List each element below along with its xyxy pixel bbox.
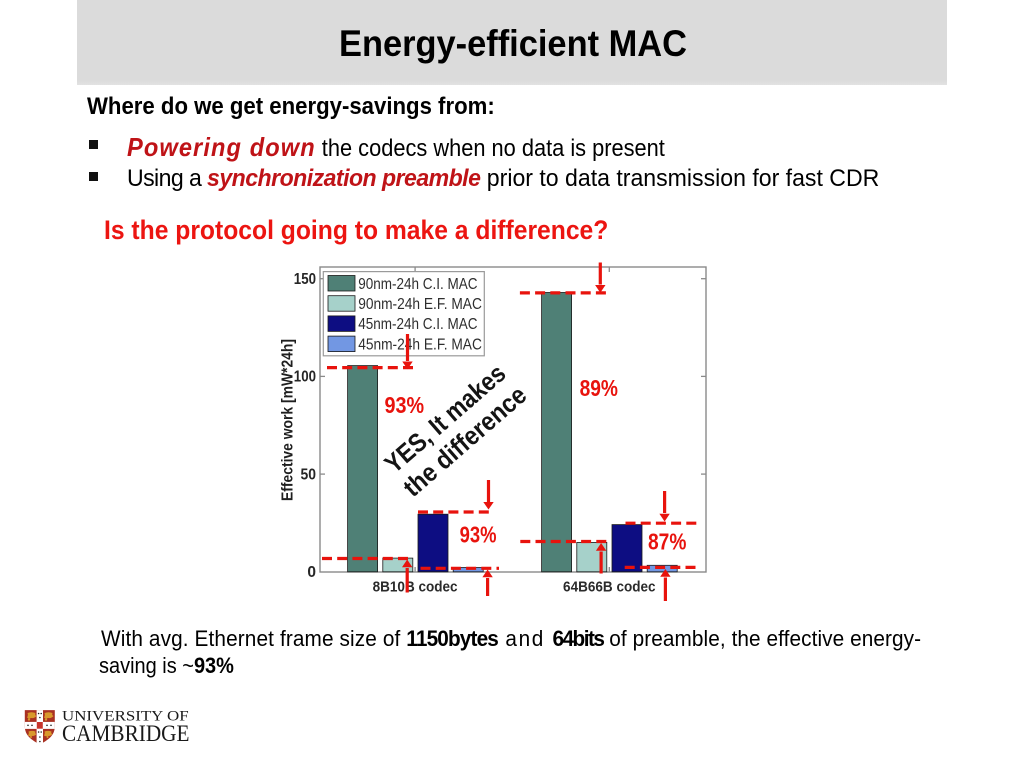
svg-text:87%: 87%	[648, 529, 686, 555]
svg-text:64B66B codec: 64B66B codec	[563, 580, 656, 596]
svg-text:89%: 89%	[580, 375, 618, 401]
svg-text:45nm-24h E.F. MAC: 45nm-24h E.F. MAC	[358, 336, 482, 353]
svg-text:100: 100	[294, 369, 316, 386]
svg-text:Effective work [mW*24h]: Effective work [mW*24h]	[280, 339, 297, 501]
svg-text:93%: 93%	[460, 522, 497, 548]
svg-text:93%: 93%	[385, 392, 425, 418]
svg-text:150: 150	[294, 271, 316, 288]
svg-text:CAMBRIDGE: CAMBRIDGE	[62, 721, 190, 747]
svg-text:45nm-24h C.I. MAC: 45nm-24h C.I. MAC	[358, 316, 477, 333]
svg-text:90nm-24h C.I. MAC: 90nm-24h C.I. MAC	[358, 276, 477, 293]
svg-text:50: 50	[301, 466, 317, 483]
svg-text:0: 0	[307, 564, 316, 581]
svg-text:8B10B codec: 8B10B codec	[373, 580, 458, 596]
svg-text:90nm-24h E.F. MAC: 90nm-24h E.F. MAC	[358, 296, 482, 313]
svg-text:UNIVERSITY OF: UNIVERSITY OF	[62, 708, 189, 724]
